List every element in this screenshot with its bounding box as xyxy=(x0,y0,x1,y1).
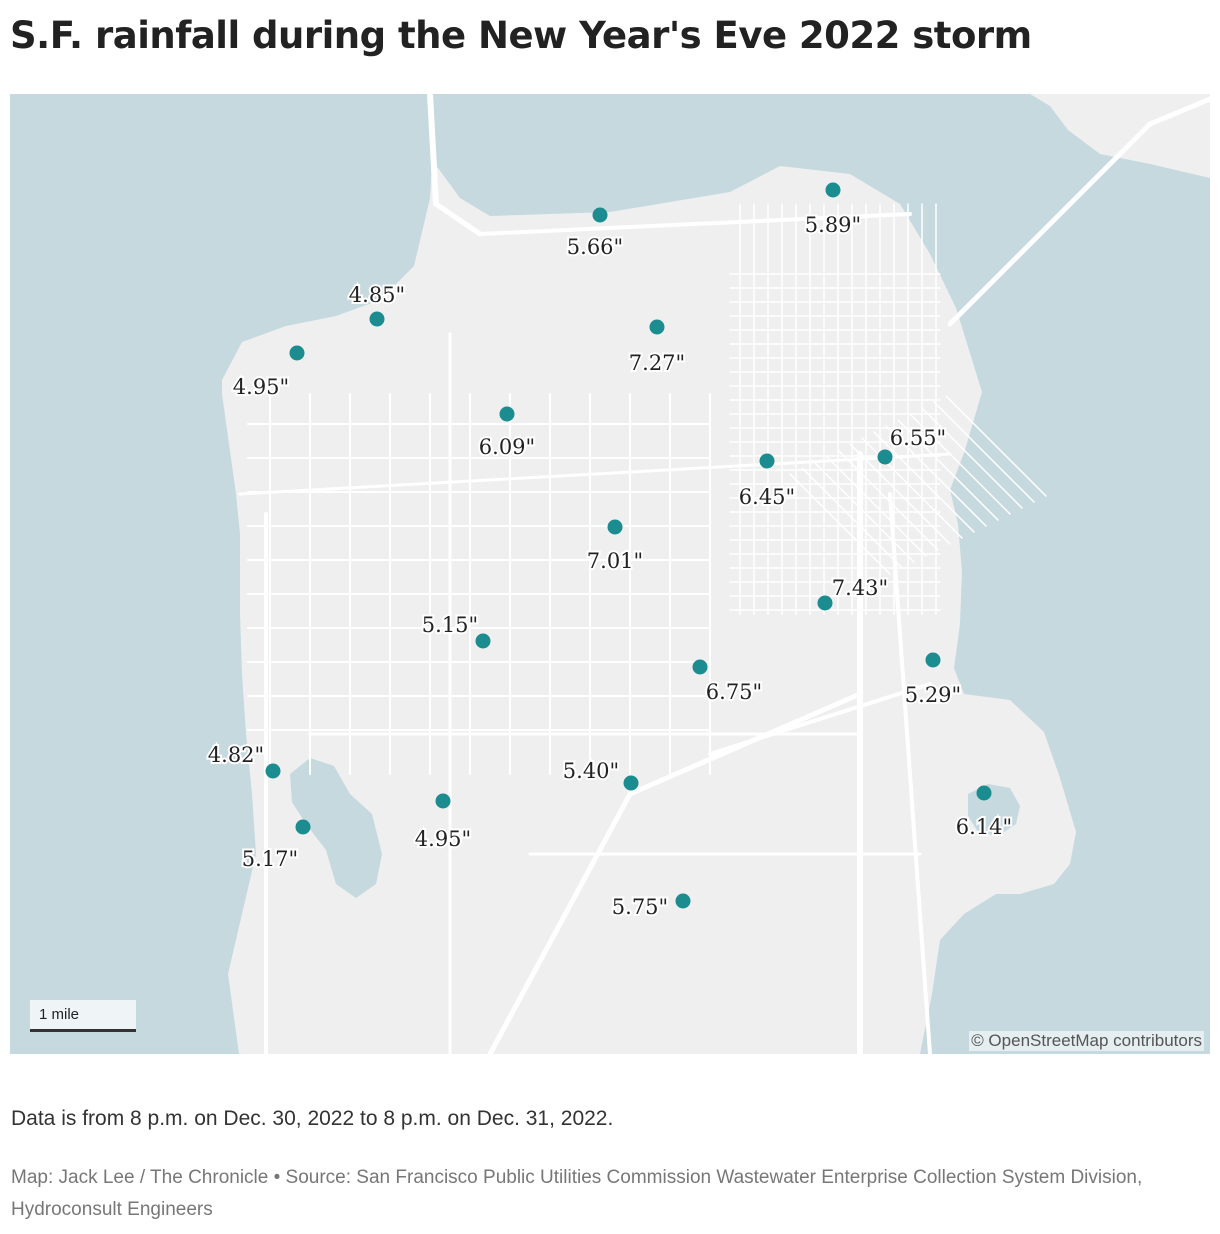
road xyxy=(813,461,915,563)
road xyxy=(825,455,927,557)
road xyxy=(487,791,633,1054)
road xyxy=(801,467,903,569)
east-bay-land xyxy=(1030,94,1210,178)
station-marker[interactable] xyxy=(607,519,623,535)
map-title: S.F. rainfall during the New Year's Eve … xyxy=(10,14,1032,57)
station-marker[interactable] xyxy=(623,775,639,791)
rainfall-label: 4.82" xyxy=(208,743,264,767)
station-marker[interactable] xyxy=(825,182,841,198)
station-markers: 5.66" 5.89" 4.85" 4.95" 7.27" 6.09" 6.55" 6.45"… xyxy=(206,182,1014,921)
road xyxy=(708,682,932,756)
station-marker[interactable] xyxy=(759,453,775,469)
rainfall-label: 5.15" xyxy=(422,613,478,637)
rainfall-label: 5.66" xyxy=(567,235,623,259)
rainfall-label: 5.89" xyxy=(805,213,861,237)
road xyxy=(885,425,987,527)
source-credit: Map: Jack Lee / The Chronicle • Source: … xyxy=(11,1167,1143,1220)
road-network xyxy=(238,94,1210,1054)
station-marker[interactable] xyxy=(369,311,385,327)
rainfall-label: 6.09" xyxy=(479,435,535,459)
station-marker[interactable] xyxy=(295,819,311,835)
road xyxy=(433,201,483,237)
road xyxy=(789,473,891,575)
rainfall-map[interactable]: 5.66" 5.89" 4.85" 4.95" 7.27" 6.09" 6.55" 6.45"… xyxy=(10,94,1210,1054)
road xyxy=(888,492,932,1054)
rainfall-label: 6.14" xyxy=(956,815,1012,839)
station-marker[interactable] xyxy=(265,763,281,779)
rainfall-label: 4.95" xyxy=(233,375,289,399)
road xyxy=(909,413,1011,515)
rainfall-label: 4.95" xyxy=(415,827,471,851)
scale-bar: 1 mile xyxy=(30,1000,136,1032)
rainfall-label: 6.75" xyxy=(706,680,762,704)
rainfall-label: 6.55" xyxy=(890,426,946,450)
station-marker[interactable] xyxy=(289,345,305,361)
station-marker[interactable] xyxy=(592,207,608,223)
road xyxy=(933,401,1035,503)
road xyxy=(897,419,999,521)
station-marker[interactable] xyxy=(499,406,515,422)
station-marker[interactable] xyxy=(925,652,941,668)
station-marker[interactable] xyxy=(877,449,893,465)
scale-label: 1 mile xyxy=(39,1006,80,1023)
road xyxy=(849,443,951,545)
rainfall-label: 5.29" xyxy=(905,683,961,707)
rainfall-label: 4.85" xyxy=(349,283,405,307)
rainfall-label: 7.27" xyxy=(629,351,685,375)
data-note: Data is from 8 p.m. on Dec. 30, 2022 to … xyxy=(11,1107,614,1130)
road xyxy=(873,431,975,533)
rainfall-label: 5.17" xyxy=(242,847,298,871)
station-marker[interactable] xyxy=(817,595,833,611)
station-marker[interactable] xyxy=(435,793,451,809)
rainfall-label: 6.45" xyxy=(739,485,795,509)
station-marker[interactable] xyxy=(675,893,691,909)
road xyxy=(1147,96,1210,127)
road xyxy=(945,395,1047,497)
road xyxy=(921,407,1023,509)
road xyxy=(947,121,1153,327)
rainfall-label: 7.01" xyxy=(587,549,643,573)
station-marker[interactable] xyxy=(649,319,665,335)
rainfall-label: 5.40" xyxy=(563,759,619,783)
lake-merced xyxy=(290,758,382,898)
rainfall-label: 7.43" xyxy=(832,576,888,600)
road xyxy=(837,449,939,551)
rainfall-label: 5.75" xyxy=(612,895,668,919)
road xyxy=(238,452,952,496)
map-attribution: © OpenStreetMap contributors xyxy=(969,1031,1204,1051)
map-canvas: 5.66" 5.89" 4.85" 4.95" 7.27" 6.09" 6.55" 6.45"… xyxy=(10,94,1210,1054)
road xyxy=(427,94,439,207)
road xyxy=(478,212,912,236)
station-marker[interactable] xyxy=(475,633,491,649)
station-marker[interactable] xyxy=(976,785,992,801)
station-marker[interactable] xyxy=(692,659,708,675)
